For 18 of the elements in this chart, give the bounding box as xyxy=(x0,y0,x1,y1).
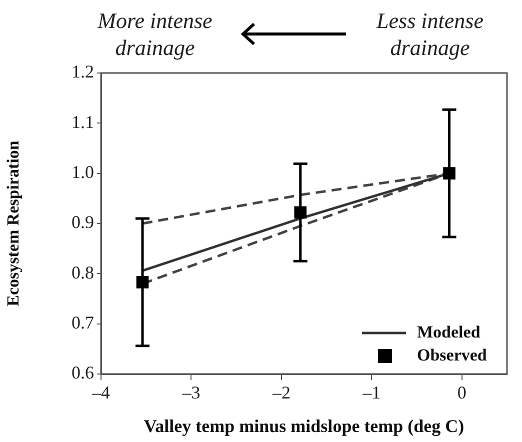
legend-label: Modeled xyxy=(417,322,481,342)
y-tick-label: 0.8 xyxy=(72,262,94,282)
y-tick-label: 0.6 xyxy=(72,362,94,383)
x-axis-title: Valley temp minus midslope temp (deg C) xyxy=(144,416,464,436)
y-axis-title: Ecosystem Respiration xyxy=(4,140,23,306)
x-tick-label: –1 xyxy=(362,382,381,403)
y-tick-label: 0.9 xyxy=(72,212,94,232)
x-tick-label: 0 xyxy=(457,382,466,403)
x-tick-label: –3 xyxy=(181,382,200,403)
y-tick-label: 0.7 xyxy=(72,312,94,333)
text: Less intense drainage xyxy=(376,8,484,60)
y-tick-label: 1.0 xyxy=(72,162,94,182)
text: More intense drainage xyxy=(96,8,213,60)
legend-label: Observed xyxy=(417,345,488,364)
x-tick-label: –2 xyxy=(271,382,290,403)
x-tick-label: –4 xyxy=(91,382,110,403)
y-tick-label: 1.2 xyxy=(72,62,94,82)
y-tick-label: 1.1 xyxy=(72,112,94,132)
